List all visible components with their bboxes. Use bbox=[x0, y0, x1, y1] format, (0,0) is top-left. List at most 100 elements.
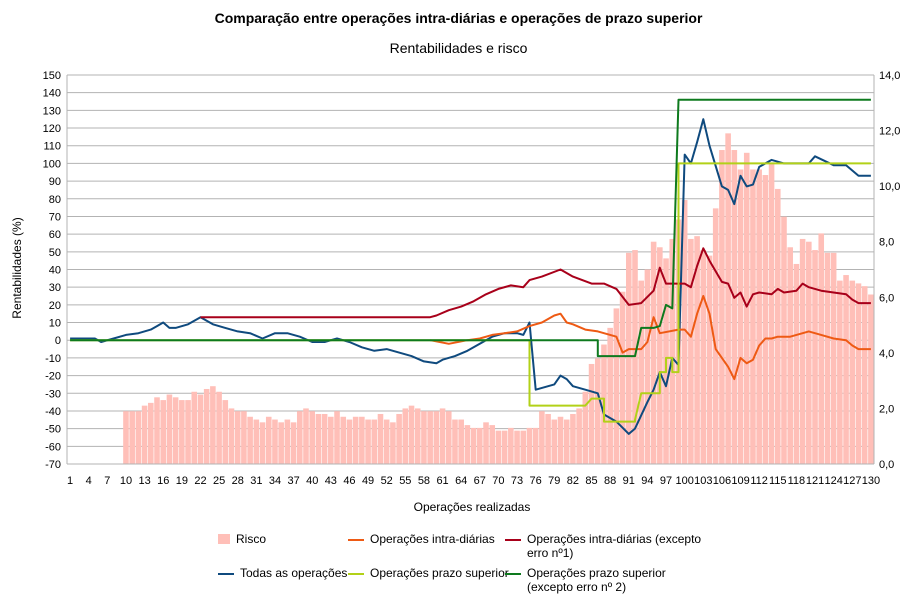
risk-bar bbox=[756, 169, 762, 464]
x-tick-label: 112 bbox=[750, 475, 768, 487]
x-tick-label: 46 bbox=[343, 475, 355, 487]
risk-bar bbox=[216, 391, 222, 464]
risk-bar bbox=[396, 413, 402, 464]
risk-bar bbox=[731, 150, 738, 464]
y-tick-label: 120 bbox=[43, 123, 61, 135]
x-tick-label: 61 bbox=[436, 475, 448, 487]
x-tick-label: 43 bbox=[325, 475, 337, 487]
risk-bar bbox=[458, 419, 464, 464]
risk-bar bbox=[359, 416, 365, 464]
risk-bar bbox=[781, 216, 787, 464]
risk-bar bbox=[185, 400, 191, 464]
risk-bar bbox=[321, 413, 328, 464]
x-tick-label: 85 bbox=[585, 475, 597, 487]
series-line-operacoes-prazo-superior-excepto-erro-n-2 bbox=[70, 98, 871, 358]
risk-bar bbox=[737, 169, 744, 464]
y-tick-label: 10 bbox=[49, 318, 61, 330]
risk-bar bbox=[234, 411, 241, 464]
risk-bar bbox=[129, 411, 135, 464]
risk-bar bbox=[774, 188, 781, 464]
risk-bar bbox=[582, 391, 589, 464]
risk-bars bbox=[123, 133, 874, 465]
risk-bar bbox=[464, 425, 471, 464]
risk-bar bbox=[296, 411, 303, 464]
y-tick-label: -60 bbox=[45, 441, 61, 453]
risk-bar bbox=[346, 419, 353, 464]
y-tick-label: 140 bbox=[43, 88, 61, 100]
y-tick-label: 100 bbox=[43, 158, 61, 170]
y-tick-label: 60 bbox=[49, 229, 61, 241]
risk-bar bbox=[563, 419, 570, 464]
x-tick-label: 79 bbox=[548, 475, 560, 487]
risk-bar bbox=[793, 263, 800, 464]
x-tick-label: 55 bbox=[399, 475, 411, 487]
legend-item-risco: Risco bbox=[218, 532, 266, 546]
risk-bar bbox=[855, 283, 862, 464]
legend-label: Operações intra-diárias (excepto erro nº… bbox=[527, 532, 702, 560]
risk-bar bbox=[427, 411, 433, 464]
risk-bar bbox=[837, 280, 843, 464]
x-tick-label: 13 bbox=[138, 475, 150, 487]
risk-bar bbox=[414, 408, 421, 464]
series-lines bbox=[70, 98, 871, 435]
x-tick-label: 127 bbox=[843, 475, 861, 487]
series-line-operacoes-prazo-superior bbox=[70, 162, 871, 423]
risk-bar bbox=[489, 425, 496, 464]
risk-bar bbox=[191, 391, 198, 464]
risk-bar bbox=[334, 411, 340, 464]
risk-bar bbox=[812, 250, 818, 464]
x-tick-label: 70 bbox=[492, 475, 504, 487]
risk-bar bbox=[278, 422, 284, 464]
x-tick-label: 7 bbox=[104, 475, 110, 487]
risk-bar bbox=[228, 408, 235, 464]
risk-bar bbox=[719, 150, 725, 464]
risk-bar bbox=[818, 233, 825, 464]
x-tick-label: 67 bbox=[474, 475, 486, 487]
legend-item-todas: Todas as operações bbox=[218, 566, 347, 580]
x-tick-label: 115 bbox=[769, 475, 787, 487]
risk-bar bbox=[259, 422, 266, 464]
x-tick-label: 37 bbox=[287, 475, 299, 487]
risk-bar bbox=[830, 252, 837, 464]
y-tick-label: 20 bbox=[49, 300, 61, 312]
risk-bar bbox=[135, 411, 142, 464]
y-tick-label: -10 bbox=[45, 353, 61, 365]
risk-bar bbox=[557, 416, 564, 464]
risk-bar bbox=[824, 252, 831, 464]
risk-bar bbox=[352, 416, 359, 464]
y-tick-label: 110 bbox=[43, 141, 61, 153]
y2-tick-label: 4,0 bbox=[879, 348, 894, 360]
x-tick-label: 88 bbox=[604, 475, 616, 487]
risk-bar bbox=[532, 427, 539, 464]
y-tick-label: -40 bbox=[45, 406, 61, 418]
x-tick-label: 58 bbox=[418, 475, 430, 487]
risk-bar bbox=[433, 411, 440, 464]
x-tick-label: 130 bbox=[862, 475, 880, 487]
risk-bar bbox=[166, 394, 173, 464]
x-tick-label: 49 bbox=[362, 475, 374, 487]
risk-bar bbox=[340, 416, 347, 464]
risk-bar bbox=[650, 241, 657, 464]
risk-bar bbox=[570, 413, 576, 464]
y2-tick-label: 8,0 bbox=[879, 237, 894, 249]
legend-item-prazo-excepto: Operações prazo superior (excepto erro n… bbox=[505, 566, 712, 594]
risk-bar bbox=[470, 427, 477, 464]
y-tick-label: -30 bbox=[45, 388, 61, 400]
x-tick-label: 91 bbox=[623, 475, 635, 487]
risk-bar bbox=[408, 405, 415, 464]
risk-bar bbox=[477, 427, 483, 464]
risk-bar bbox=[203, 388, 210, 464]
legend-swatch bbox=[218, 573, 234, 575]
risk-bar bbox=[799, 238, 806, 464]
risk-bar bbox=[861, 286, 868, 464]
legend-label: Operações prazo superior bbox=[370, 566, 509, 580]
y-tick-label: 130 bbox=[43, 105, 61, 117]
risk-bar bbox=[253, 419, 260, 464]
risk-bar bbox=[725, 133, 731, 464]
risk-bar bbox=[576, 408, 582, 464]
y2-tick-label: 12,0 bbox=[879, 126, 900, 138]
risk-bar bbox=[495, 430, 502, 464]
risk-bar bbox=[241, 411, 247, 464]
risk-bar bbox=[694, 236, 700, 464]
legend-swatch bbox=[505, 573, 521, 575]
